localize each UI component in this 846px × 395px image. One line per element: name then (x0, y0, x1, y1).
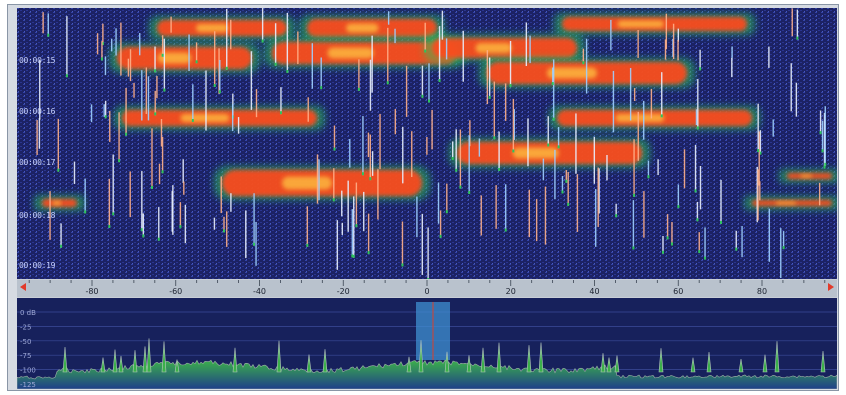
time-label: 00:00:18 (19, 211, 56, 220)
spectrum-peak (174, 359, 180, 373)
scroll-right-arrow-icon[interactable] (828, 283, 834, 291)
spectrum-peak (706, 351, 712, 373)
spectrum-peak (118, 355, 124, 373)
frequency-tick-label: 0 (424, 287, 429, 296)
frequency-tick-label: 20 (506, 287, 516, 296)
spectrum-peak (444, 351, 450, 373)
spectrum-peak (606, 357, 612, 373)
time-label: 00:00:19 (19, 261, 56, 270)
spectrum-peak (406, 356, 412, 373)
scroll-left-arrow-icon[interactable] (20, 283, 26, 291)
frequency-tick-label: -80 (85, 287, 98, 296)
spectrum-peak (132, 350, 138, 373)
frequency-tick-label: -20 (337, 287, 350, 296)
frequency-tick-label: 80 (757, 287, 767, 296)
spectrum-peak (418, 340, 424, 373)
spectrum-peak (232, 347, 238, 373)
spectrum-peak (480, 347, 486, 373)
spectrum-peak (306, 354, 312, 373)
db-scale-label: -125 (20, 381, 36, 389)
db-scale-label: 0 dB (20, 309, 36, 317)
spectrum-display[interactable]: 0 dB -25 -50 -75 -100 -125 (17, 298, 837, 389)
db-scale-label: -100 (20, 367, 36, 375)
spectrum-canvas[interactable]: 0 dB -25 -50 -75 -100 -125 (17, 298, 837, 389)
spectrum-peak (496, 342, 502, 373)
waterfall-canvas[interactable] (17, 8, 837, 279)
spectrum-peak (100, 357, 106, 373)
spectrum-peak (161, 341, 167, 373)
spectrum-peak (538, 342, 544, 373)
frequency-tick-label: 40 (589, 287, 599, 296)
db-scale-label: -75 (20, 352, 31, 360)
spectrum-trace (17, 359, 837, 389)
spectrum-peak (142, 346, 148, 373)
spectrum-peak (466, 355, 472, 373)
frequency-axis: -80 -60 -40 -20 0 20 40 60 80 (28, 280, 826, 296)
db-scale-label: -25 (20, 323, 31, 331)
time-label: 00:00:17 (19, 158, 56, 167)
waterfall-display[interactable]: 00:00:15 00:00:16 00:00:17 00:00:18 00:0… (17, 8, 837, 279)
spectrum-peak (322, 349, 328, 373)
time-label: 00:00:16 (19, 107, 56, 116)
spectrum-peak (146, 338, 152, 373)
spectrum-peak (658, 348, 664, 373)
frequency-tick-label: -60 (169, 287, 182, 296)
spectrum-peak (526, 345, 532, 373)
spectrum-peak (600, 353, 606, 373)
spectrum-peak (112, 349, 118, 373)
frequency-tick-label: -40 (253, 287, 266, 296)
spectrum-peak (738, 358, 744, 373)
display-panel: 00:00:15 00:00:16 00:00:17 00:00:18 00:0… (17, 8, 837, 389)
spectrum-peak (762, 354, 768, 373)
frequency-scale[interactable]: -80 -60 -40 -20 0 20 40 60 80 (17, 280, 837, 297)
time-label: 00:00:15 (19, 56, 56, 65)
db-scale-label: -50 (20, 338, 31, 346)
waterfall-window: 00:00:15 00:00:16 00:00:17 00:00:18 00:0… (7, 4, 839, 391)
spectrum-peak (276, 340, 282, 373)
spectrum-peak (820, 350, 826, 373)
spectrum-peak (614, 355, 620, 373)
spectrum-peak (690, 357, 696, 373)
frequency-tick-label: 60 (673, 287, 683, 296)
spectrum-peak (62, 346, 68, 373)
spectrum-peak (774, 341, 780, 373)
